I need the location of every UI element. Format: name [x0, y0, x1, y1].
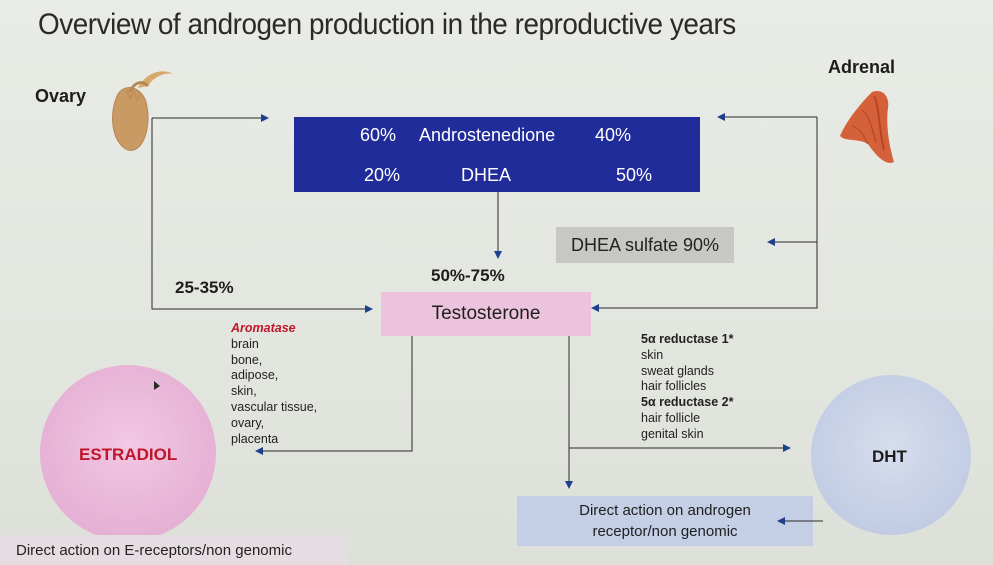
testosterone-box: Testosterone [381, 292, 591, 336]
androgen-action-line-1: Direct action on androgen [579, 502, 751, 519]
reductase-site: skin [641, 347, 664, 362]
ovary-direct-pct: 25-35% [175, 278, 234, 297]
reductase-2-heading: 5α reductase 2* [641, 395, 734, 410]
aromatase-site: ovary, [231, 415, 265, 430]
ovary-icon [112, 71, 174, 151]
dhea-ovary-pct: 20% [364, 165, 401, 185]
aromatase-list: Aromatase brain bone, adipose, skin, vas… [231, 321, 317, 447]
reductase-site: hair follicles [641, 379, 707, 394]
reductase-site: sweat glands [641, 363, 714, 378]
aromatase-heading: Aromatase [231, 321, 296, 335]
androstenedione-adrenal-pct: 40% [595, 125, 632, 145]
dhea-label: DHEA [461, 165, 512, 185]
adrenal-icon [840, 90, 894, 163]
androstenedione-ovary-pct: 60% [360, 125, 397, 145]
aromatase-site: vascular tissue, [231, 399, 318, 414]
aromatase-site: skin, [231, 384, 257, 399]
estradiol-label: ESTRADIOL [79, 445, 178, 464]
aromatase-site: adipose, [231, 368, 279, 383]
aromatase-site: brain [231, 336, 259, 351]
reductase-list: 5α reductase 1* skin sweat glands hair f… [641, 332, 733, 443]
reductase-site: genital skin [641, 426, 704, 441]
reductase-1-heading: 5α reductase 1* [641, 332, 734, 346]
dhea-adrenal-pct: 50% [616, 165, 653, 185]
aromatase-site: bone, [231, 352, 263, 367]
dht-circle [811, 375, 971, 535]
androgen-action-line-2: receptor/non genomic [592, 523, 738, 540]
ovary-to-testosterone-line [151, 118, 373, 313]
testosterone-to-estradiol-arrow [255, 336, 413, 455]
androgen-action-box: Direct action on androgen receptor/non g… [517, 496, 813, 546]
conversion-pct: 50%-75% [431, 266, 505, 285]
dhea-sulfate-box: DHEA sulfate 90% [556, 227, 734, 263]
reductase-site: hair follicle [641, 410, 701, 425]
estradiol-circle [40, 365, 216, 541]
adrenal-to-testosterone-line [591, 117, 818, 312]
estradiol-small-mark [154, 381, 160, 390]
estrogen-action-box: Direct action on E-receptors/non genomic [0, 535, 348, 565]
adrenal-label: Adrenal [828, 57, 896, 77]
dht-label: DHT [872, 447, 907, 466]
ovary-label: Ovary [35, 86, 87, 106]
slide-title: Overview of androgen production in the r… [38, 8, 736, 41]
aromatase-site: placenta [231, 431, 279, 446]
androstenedione-label: Androstenedione [419, 125, 556, 145]
precursor-box: 60% Androstenedione 40% 20% DHEA 50% [294, 117, 700, 192]
